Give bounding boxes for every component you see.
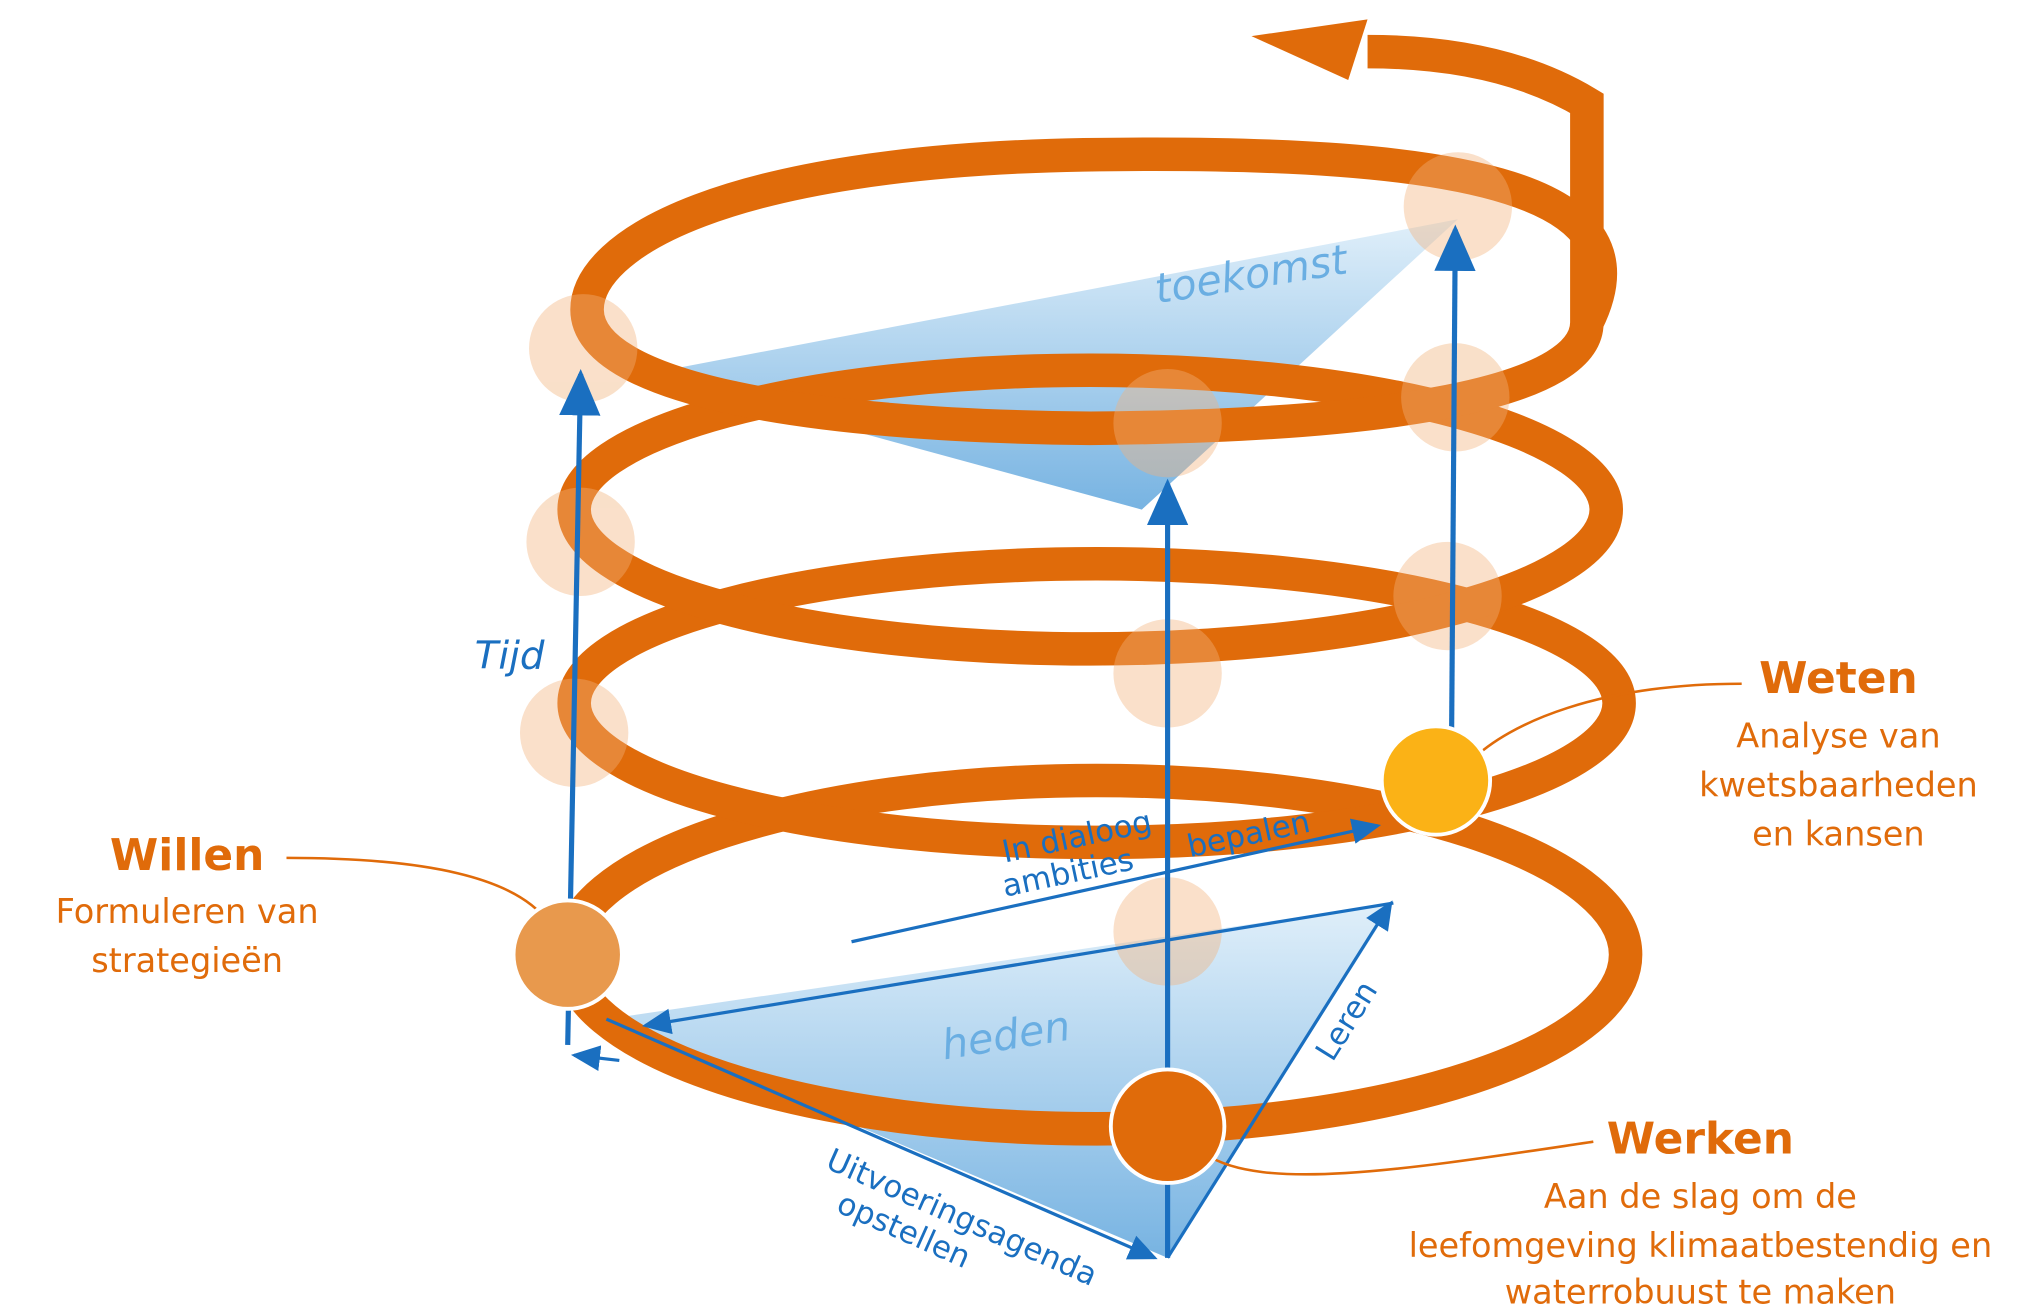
leader-lines	[286, 682, 1742, 1176]
weten-node	[1379, 724, 1493, 837]
node-title: Weten	[1759, 653, 1918, 704]
node-text: leefomgeving klimaatbestendig en	[1409, 1226, 1993, 1265]
arrow-label: bepalen	[1184, 804, 1313, 865]
node-text: Formuleren van	[56, 892, 319, 931]
node-text: strategieën	[91, 941, 283, 980]
node-title: Willen	[110, 830, 264, 881]
node-text: Analyse van	[1736, 716, 1940, 755]
node-text: Aan de slag om de	[1544, 1177, 1857, 1216]
node-title: Werken	[1607, 1114, 1794, 1165]
time-label: Tijd	[475, 633, 545, 678]
node-text: waterrobuust te maken	[1505, 1272, 1896, 1311]
node-text: kwetsbaarheden	[1699, 765, 1978, 804]
node-text: en kansen	[1752, 814, 1925, 853]
willen-node	[511, 898, 624, 1011]
werken-node	[1108, 1067, 1227, 1185]
